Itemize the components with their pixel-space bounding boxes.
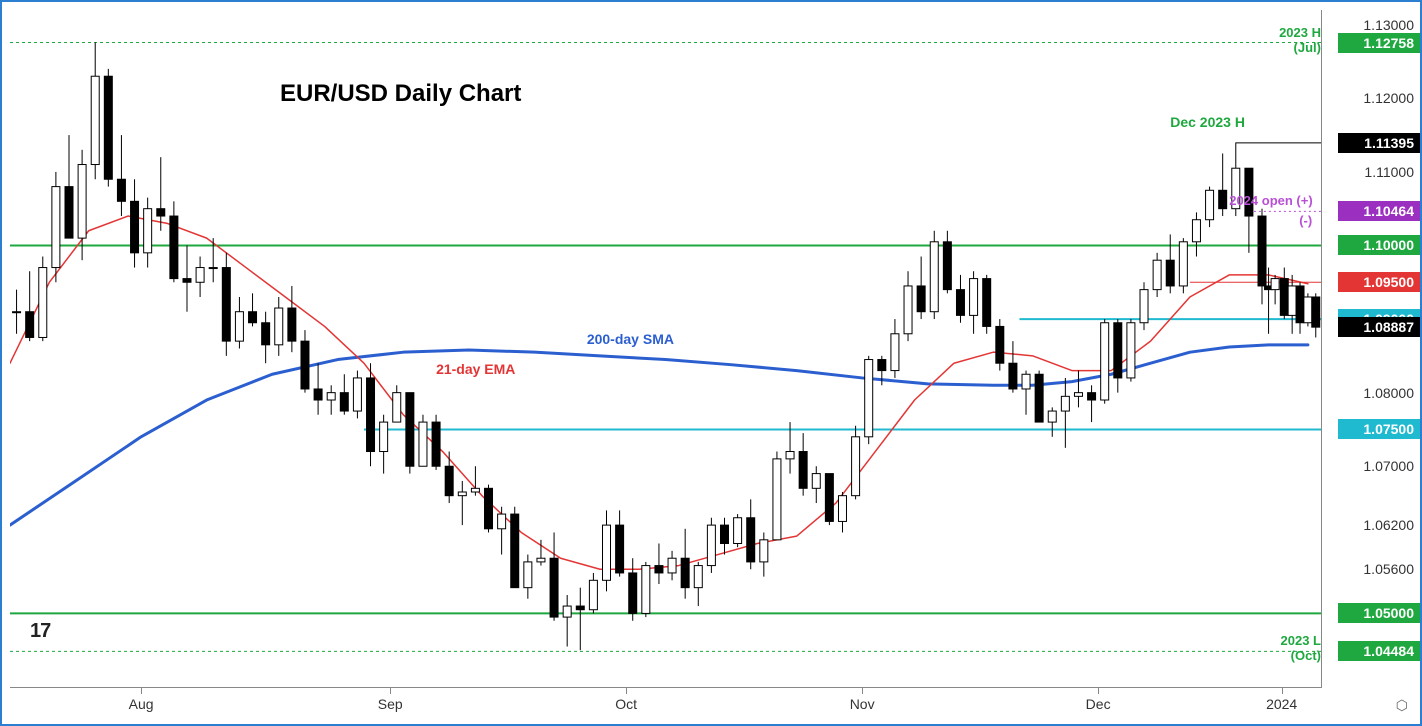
y-tick-label: 1.08000 — [1363, 385, 1414, 401]
chart-annotation: 200-day SMA — [587, 331, 674, 347]
y-axis: 1.13000 1.12000 1.11000 1.08000 1.07000 1.062… — [1322, 10, 1420, 688]
x-tick-label: Oct — [615, 696, 637, 712]
x-tick-label: 2024 — [1266, 696, 1297, 712]
x-tick-label: Sep — [378, 696, 403, 712]
price-tag: 1.05000 — [1338, 603, 1420, 623]
plot-svg — [10, 10, 1321, 687]
y-tick-label: 1.06200 — [1363, 517, 1414, 533]
price-tag: 1.12758 — [1338, 33, 1420, 53]
price-tag: 1.08887 — [1338, 317, 1420, 337]
price-tag: 1.11395 — [1338, 133, 1420, 153]
price-tag: 1.07500 — [1338, 419, 1420, 439]
x-tick-label: Nov — [850, 696, 875, 712]
y-tick-label: 1.12000 — [1363, 90, 1414, 106]
tradingview-logo: 17 — [30, 620, 50, 643]
y-tick-label: 1.11000 — [1364, 164, 1414, 180]
x-tick-label: Aug — [129, 696, 154, 712]
price-tag: 1.10464 — [1338, 201, 1420, 221]
x-axis: Aug Sep Oct Nov Dec 2024 — [10, 688, 1322, 724]
chart-annotation: Dec 2023 H — [1170, 114, 1245, 130]
line-label: 2024 open (+) — [1229, 193, 1312, 208]
chart-container: EUR/USD Daily Chart 17 2023 H (Jul) 2024 … — [0, 0, 1422, 726]
x-tick-label: Dec — [1086, 696, 1111, 712]
price-tag: 1.04484 — [1338, 641, 1420, 661]
chart-annotation: 21-day EMA — [436, 361, 515, 377]
plot-area[interactable]: EUR/USD Daily Chart 17 2023 H (Jul) 2024 … — [10, 10, 1322, 688]
settings-icon[interactable]: ⬡ — [1396, 697, 1408, 714]
y-tick-label: 1.07000 — [1363, 458, 1414, 474]
page-title: EUR/USD Daily Chart — [280, 80, 521, 108]
y-tick-label: 1.05600 — [1363, 561, 1414, 577]
y-tick-label: 1.13000 — [1363, 17, 1414, 33]
line-label: 2023 L (Oct) — [1249, 633, 1321, 663]
line-label: 2023 H (Jul) — [1249, 25, 1321, 55]
price-tag: 1.09500 — [1338, 272, 1420, 292]
price-tag: 1.10000 — [1338, 235, 1420, 255]
